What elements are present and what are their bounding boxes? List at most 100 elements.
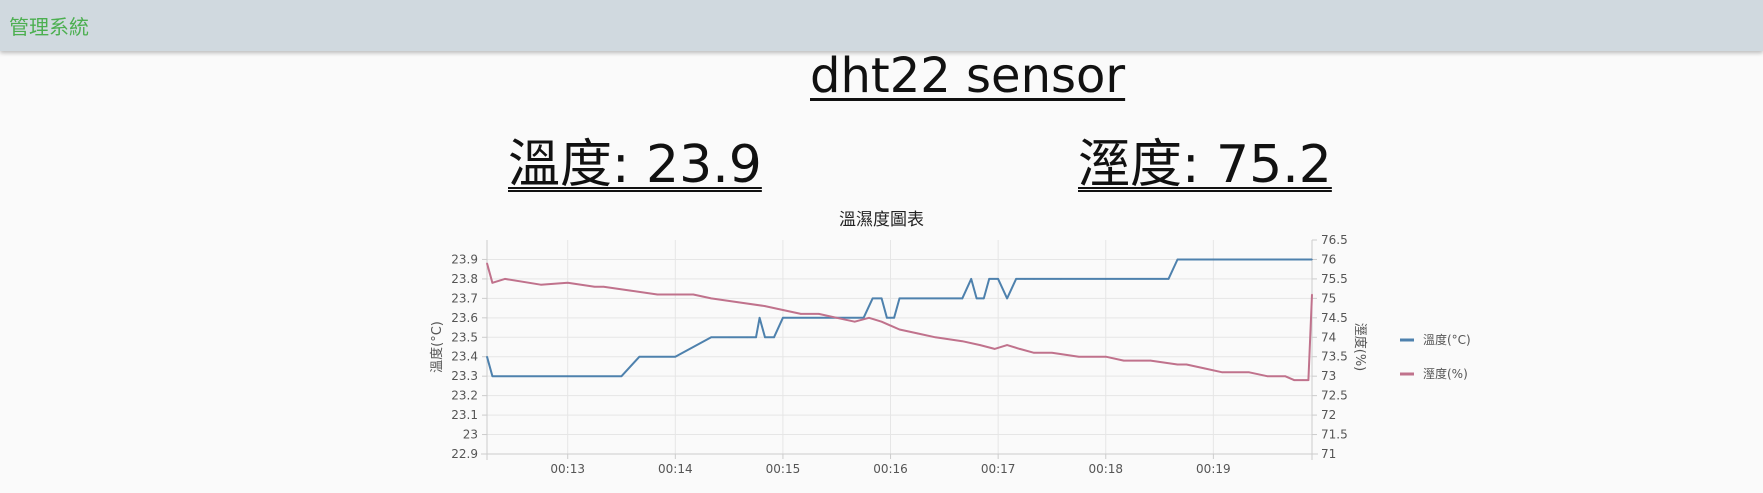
series-1-point — [871, 297, 874, 300]
series-2-point — [961, 340, 964, 343]
series-1-point — [880, 297, 883, 300]
series-1-point — [898, 297, 901, 300]
temperature-reading: 溫度: 23.9 — [508, 135, 762, 195]
y-left-axis-title: 溫度(°C) — [429, 321, 445, 373]
series-2-point — [710, 297, 712, 300]
series-line-2 — [486, 263, 1313, 382]
series-2-point — [692, 293, 695, 296]
y-right-tick-label: 72 — [1321, 408, 1336, 422]
y-right-tick-label: 75.5 — [1321, 272, 1348, 286]
y-right-tick-label: 74 — [1321, 330, 1336, 344]
series-2-point — [1293, 379, 1295, 381]
series-2-point — [1266, 375, 1268, 378]
series-1-point — [1033, 278, 1035, 280]
series-2-point — [1284, 375, 1286, 378]
series-2-point — [800, 313, 802, 315]
x-tick-label: 00:13 — [550, 462, 585, 476]
series-1-point — [1015, 278, 1017, 280]
series-2-point — [602, 285, 605, 288]
y-right-axis-title: 溼度(%) — [1352, 323, 1368, 372]
y-left-tick-label: 23.7 — [451, 291, 478, 305]
series-1-point — [1311, 258, 1313, 261]
y-right-tick-label: 76 — [1321, 252, 1336, 266]
series-2-point — [491, 282, 494, 284]
navbar: 管理系統 — [0, 0, 1763, 51]
x-tick-label: 00:14 — [658, 462, 693, 476]
y-left-tick-label: 23.6 — [451, 311, 478, 325]
series-1-point — [988, 278, 990, 280]
y-right-tick-label: 71.5 — [1321, 428, 1348, 442]
series-2-point — [629, 289, 632, 292]
series-2-point — [818, 313, 820, 315]
series-2-point — [880, 320, 883, 323]
humidity-reading: 溼度: 75.2 — [1078, 135, 1332, 195]
y-right-tick-label: 73.5 — [1321, 350, 1348, 364]
series-1-point — [758, 317, 761, 319]
series-2-point — [1105, 355, 1107, 358]
y-right-tick-label: 76.5 — [1321, 233, 1348, 247]
y-left-tick-label: 23.8 — [451, 272, 478, 286]
series-1-point — [728, 336, 730, 339]
y-left-tick-label: 23.4 — [451, 350, 478, 364]
series-1-point — [674, 355, 677, 358]
series-2-point — [486, 262, 488, 265]
series-1-point — [764, 336, 766, 339]
series-1-point — [970, 278, 972, 280]
series-2-point — [889, 324, 892, 327]
series-2-point — [1176, 363, 1179, 366]
series-1-point — [638, 355, 641, 358]
series-1-point — [893, 317, 895, 319]
legend-label-2: 溼度(%) — [1423, 366, 1468, 381]
series-1-point — [1060, 278, 1062, 280]
x-tick-label: 00:16 — [873, 462, 908, 476]
series-1-point — [975, 297, 978, 300]
legend-label-1: 溫度(°C) — [1423, 332, 1471, 347]
x-tick-label: 00:15 — [766, 462, 801, 476]
series-1-point — [1176, 258, 1179, 261]
series-1-point — [782, 317, 784, 319]
y-right-tick-label: 71 — [1321, 447, 1336, 461]
series-2-point — [1185, 363, 1188, 366]
series-2-point — [868, 317, 870, 319]
series-2-point — [540, 283, 542, 286]
series-2-point — [1122, 359, 1125, 362]
series-2-point — [656, 293, 659, 296]
page-title: dht22 sensor — [810, 48, 1126, 104]
series-1-point — [1167, 278, 1170, 280]
series-2-point — [593, 285, 596, 288]
series-2-point — [979, 344, 981, 346]
y-right-tick-label: 74.5 — [1321, 311, 1348, 325]
y-right-tick-label: 73 — [1321, 369, 1336, 383]
series-2-point — [835, 317, 838, 319]
navbar-brand[interactable]: 管理系統 — [9, 15, 89, 39]
y-left-tick-label: 23.3 — [451, 369, 478, 383]
y-right-tick-label: 72.5 — [1321, 389, 1348, 403]
x-tick-label: 00:18 — [1088, 462, 1123, 476]
series-2-point — [782, 309, 784, 311]
series-1-point — [620, 375, 623, 378]
series-1-point — [1006, 297, 1008, 300]
series-1-point — [491, 375, 494, 378]
series-1-point — [710, 336, 712, 339]
series-2-point — [853, 320, 856, 323]
series-1-point — [566, 375, 569, 378]
chart-title: 溫濕度圖表 — [839, 210, 924, 230]
series-1-point — [755, 336, 757, 339]
y-left-tick-label: 23.9 — [451, 252, 478, 266]
series-2-point — [898, 328, 901, 331]
series-1-point — [983, 297, 985, 300]
series-2-point — [993, 348, 996, 350]
series-2-point — [1203, 367, 1206, 370]
series-2-point — [566, 282, 569, 284]
series-2-point — [916, 332, 919, 335]
series-1-point — [773, 336, 775, 339]
series-1-point — [1024, 278, 1026, 280]
series-1-point — [1212, 258, 1215, 261]
series-2-point — [1221, 371, 1224, 374]
series-2-point — [764, 305, 766, 307]
series-2-point — [1311, 293, 1313, 296]
y-left-tick-label: 23.1 — [451, 408, 478, 422]
series-1-point — [1105, 278, 1107, 280]
series-2-point — [1033, 352, 1035, 354]
